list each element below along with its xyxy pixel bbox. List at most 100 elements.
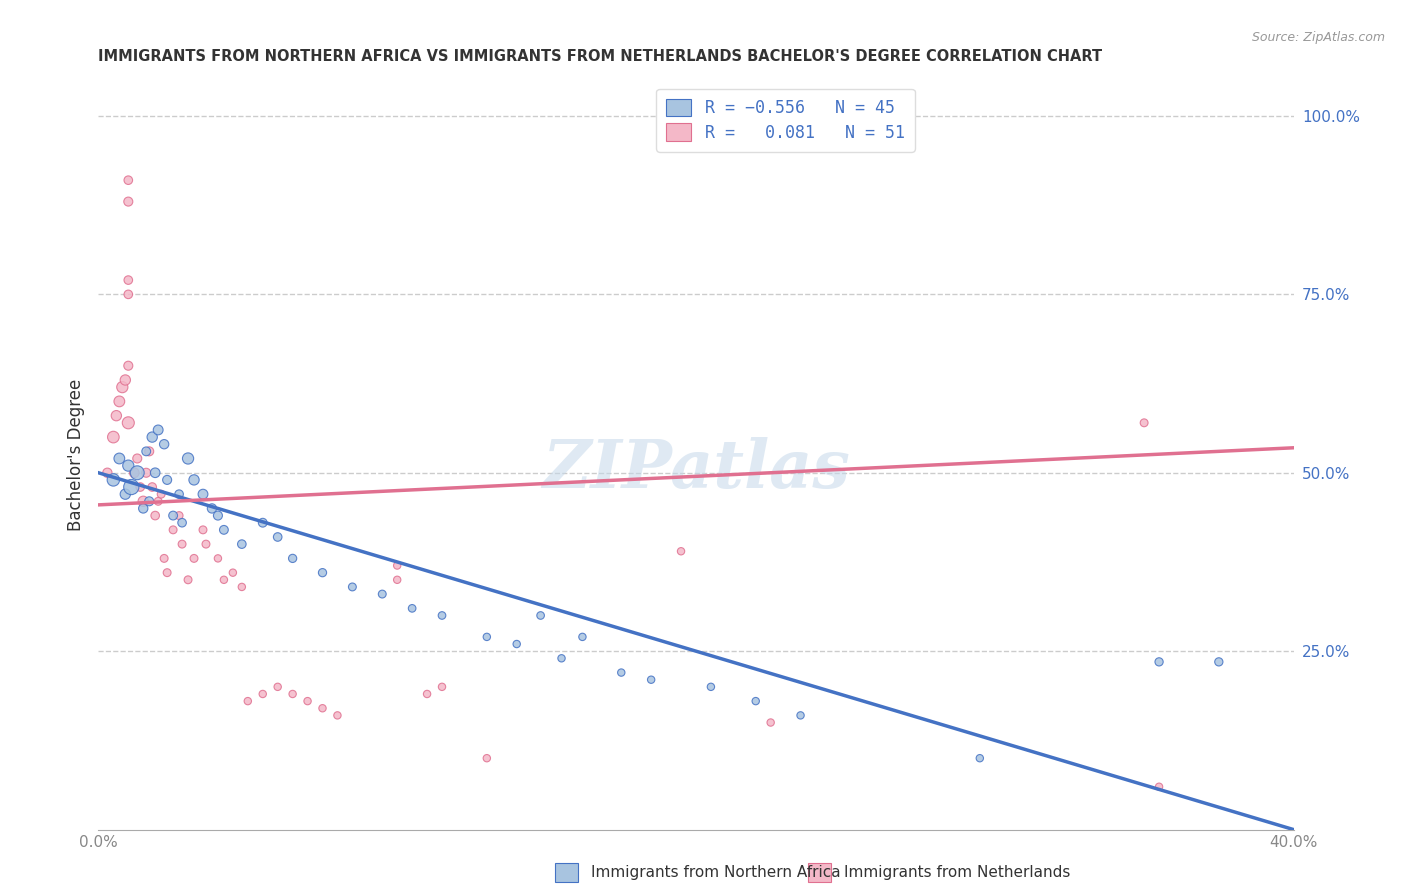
- Point: [252, 687, 274, 701]
- Point: [550, 651, 572, 665]
- Point: [132, 494, 155, 508]
- Point: [127, 466, 149, 480]
- Point: [141, 480, 163, 494]
- Point: [132, 501, 155, 516]
- Point: [506, 637, 529, 651]
- Legend: R = −0.556   N = 45, R =   0.081   N = 51: R = −0.556 N = 45, R = 0.081 N = 51: [657, 88, 915, 152]
- Point: [342, 580, 364, 594]
- Point: [117, 359, 139, 373]
- Point: [172, 537, 194, 551]
- Point: [108, 451, 131, 466]
- Text: IMMIGRANTS FROM NORTHERN AFRICA VS IMMIGRANTS FROM NETHERLANDS BACHELOR'S DEGREE: IMMIGRANTS FROM NORTHERN AFRICA VS IMMIG…: [98, 49, 1102, 64]
- Point: [103, 473, 125, 487]
- Point: [759, 715, 782, 730]
- Point: [267, 530, 290, 544]
- Point: [153, 551, 176, 566]
- Point: [135, 466, 157, 480]
- Point: [162, 508, 184, 523]
- Point: [117, 287, 139, 301]
- Point: [789, 708, 811, 723]
- Point: [475, 751, 498, 765]
- Point: [700, 680, 723, 694]
- Point: [153, 437, 176, 451]
- Point: [143, 508, 166, 523]
- Point: [148, 494, 170, 508]
- Point: [231, 537, 253, 551]
- Point: [150, 487, 173, 501]
- Point: [117, 458, 139, 473]
- Point: [1208, 655, 1230, 669]
- Point: [401, 601, 423, 615]
- Point: [475, 630, 498, 644]
- Point: [530, 608, 553, 623]
- Point: [297, 694, 319, 708]
- Point: [326, 708, 349, 723]
- Point: [311, 701, 333, 715]
- Text: ZIPatlas: ZIPatlas: [543, 437, 849, 502]
- Point: [108, 394, 131, 409]
- Point: [177, 573, 200, 587]
- Point: [571, 630, 593, 644]
- Point: [148, 423, 170, 437]
- Point: [281, 687, 304, 701]
- Point: [416, 687, 439, 701]
- Point: [252, 516, 274, 530]
- Point: [745, 694, 768, 708]
- Point: [117, 194, 139, 209]
- Point: [195, 537, 218, 551]
- Text: Immigrants from Northern Africa: Immigrants from Northern Africa: [591, 865, 841, 880]
- Point: [111, 380, 134, 394]
- Point: [222, 566, 245, 580]
- Text: Immigrants from Netherlands: Immigrants from Netherlands: [844, 865, 1070, 880]
- Point: [610, 665, 633, 680]
- Point: [143, 466, 166, 480]
- Point: [191, 487, 214, 501]
- Point: [191, 523, 214, 537]
- Point: [138, 444, 160, 458]
- Point: [212, 573, 235, 587]
- Point: [385, 558, 409, 573]
- Point: [96, 466, 118, 480]
- Point: [117, 173, 139, 187]
- Point: [117, 273, 139, 287]
- Point: [183, 551, 205, 566]
- Point: [311, 566, 333, 580]
- Point: [162, 523, 184, 537]
- Point: [138, 494, 160, 508]
- Point: [114, 373, 136, 387]
- Point: [669, 544, 692, 558]
- Point: [129, 480, 152, 494]
- Point: [114, 487, 136, 501]
- Point: [267, 680, 290, 694]
- Y-axis label: Bachelor's Degree: Bachelor's Degree: [66, 379, 84, 531]
- Point: [167, 487, 190, 501]
- Point: [177, 451, 200, 466]
- Point: [207, 551, 229, 566]
- Point: [212, 523, 235, 537]
- Point: [640, 673, 662, 687]
- Point: [201, 501, 224, 516]
- Point: [103, 430, 125, 444]
- Point: [124, 466, 146, 480]
- Point: [207, 508, 229, 523]
- Point: [167, 508, 190, 523]
- Point: [231, 580, 253, 594]
- Text: Source: ZipAtlas.com: Source: ZipAtlas.com: [1251, 31, 1385, 45]
- Point: [1147, 655, 1170, 669]
- Point: [105, 409, 128, 423]
- Point: [969, 751, 991, 765]
- Point: [371, 587, 394, 601]
- Point: [430, 608, 453, 623]
- Point: [117, 416, 139, 430]
- Point: [385, 573, 409, 587]
- Point: [1133, 416, 1156, 430]
- Point: [120, 480, 142, 494]
- Point: [141, 430, 163, 444]
- Point: [156, 473, 179, 487]
- Point: [156, 566, 179, 580]
- Point: [183, 473, 205, 487]
- Point: [1147, 780, 1170, 794]
- Point: [430, 680, 453, 694]
- Point: [236, 694, 259, 708]
- Point: [172, 516, 194, 530]
